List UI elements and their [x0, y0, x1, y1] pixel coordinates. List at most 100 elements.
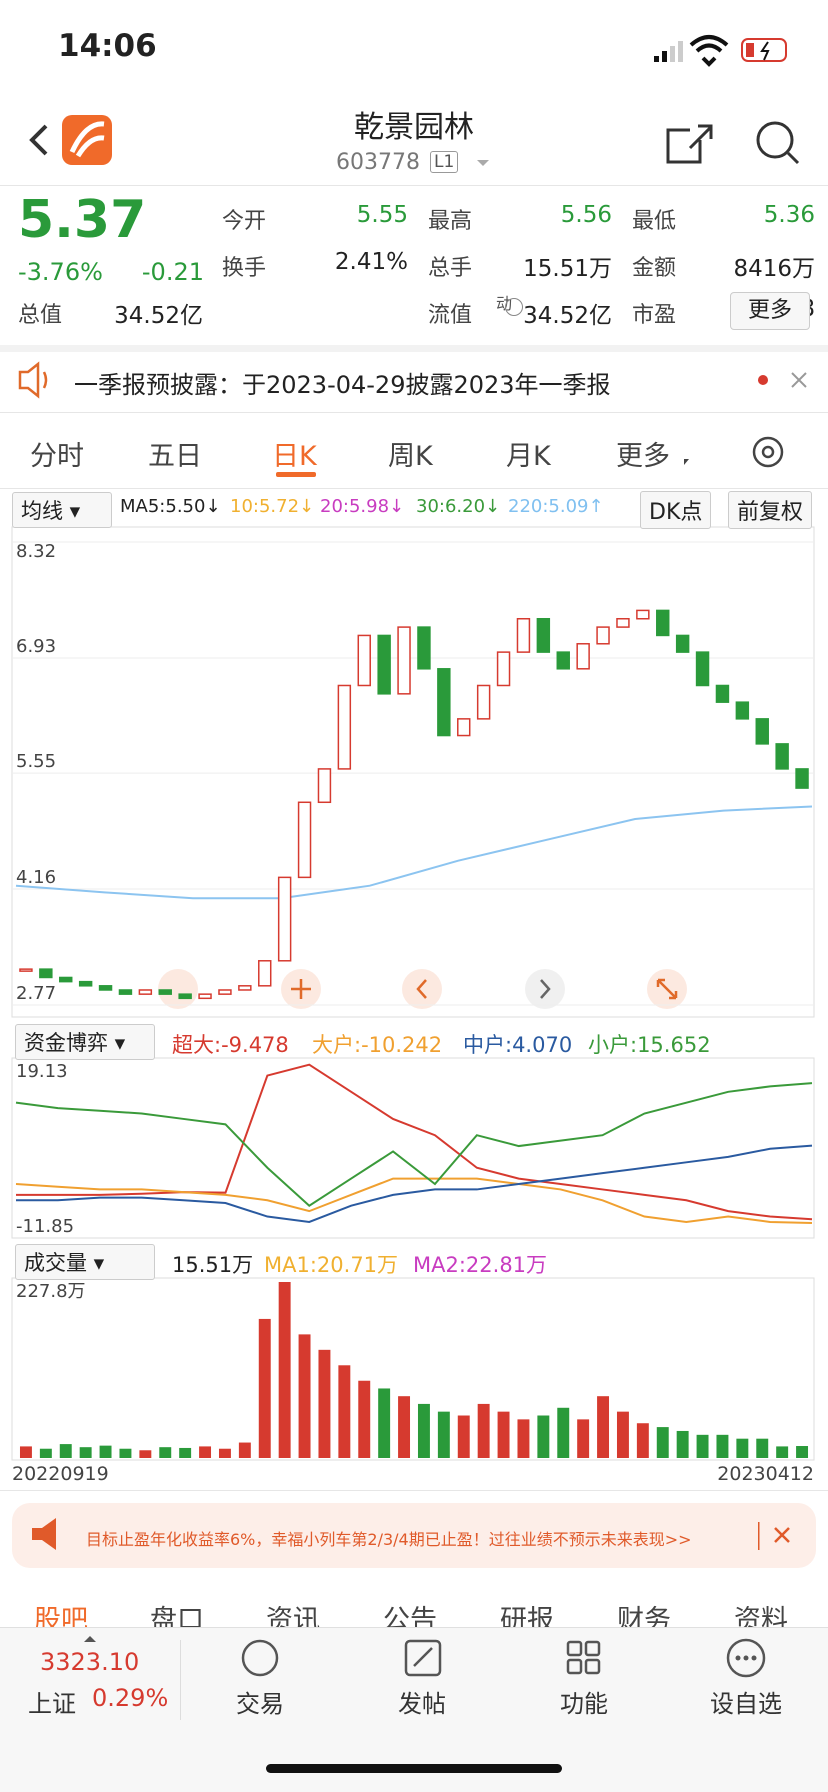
candle — [735, 701, 750, 720]
candle — [397, 626, 411, 695]
volume-bar — [437, 1411, 450, 1458]
ma-label: 30:6.20↓ — [416, 496, 501, 517]
bottom-tab[interactable]: 研报 — [500, 1605, 554, 1627]
close-banner[interactable] — [774, 1527, 790, 1543]
volume-bar — [656, 1427, 669, 1458]
volume-bar — [218, 1448, 231, 1458]
tab[interactable]: 月K — [506, 441, 551, 472]
volume-bar — [398, 1396, 411, 1458]
y-tick-label: 5.55 — [16, 751, 56, 772]
more-button[interactable]: 更多 — [730, 292, 810, 330]
candle — [357, 634, 371, 687]
settings-button[interactable] — [752, 436, 784, 468]
tab[interactable]: 日K — [272, 441, 317, 472]
level-badge[interactable]: L1 — [430, 151, 459, 173]
ma-label: 10:5.72↓ — [230, 496, 315, 517]
tab[interactable]: 更多 — [616, 441, 670, 472]
close-notice[interactable] — [791, 372, 807, 388]
y-tick-label: 19.13 — [16, 1061, 68, 1082]
fund-selector[interactable]: 资金博弈 ▾ — [15, 1024, 155, 1060]
megaphone-icon — [32, 1518, 56, 1550]
y-tick-label: 4.16 — [16, 867, 56, 888]
volume-bar — [99, 1445, 112, 1458]
bottom-tab[interactable]: 资讯 — [266, 1605, 320, 1627]
candle — [715, 684, 730, 703]
share-button[interactable] — [666, 124, 713, 164]
volume-bar — [696, 1434, 709, 1458]
footer-item[interactable]: 发帖 — [398, 1690, 446, 1718]
volume-ma2: MA2:22.81万 — [413, 1253, 548, 1277]
speaker-icon — [18, 361, 48, 399]
tab[interactable]: 分时 — [30, 441, 84, 472]
dropdown-arrow[interactable] — [477, 160, 489, 166]
candle — [636, 609, 650, 620]
volume-frame — [11, 1277, 815, 1461]
candle — [178, 993, 192, 1000]
candle — [138, 989, 153, 995]
candle — [556, 651, 570, 670]
field-value: 5.55 — [356, 202, 408, 228]
candle — [437, 668, 451, 737]
volume-bar — [616, 1411, 629, 1458]
volume-bar — [119, 1448, 132, 1458]
pe-info[interactable] — [505, 298, 523, 316]
unread-dot — [758, 375, 768, 385]
candle — [476, 684, 491, 720]
legend-item: 超大:-9.478 — [172, 1033, 289, 1057]
candle — [337, 684, 352, 770]
bottom-tab[interactable]: 财务 — [617, 1605, 671, 1627]
volume-bar — [159, 1447, 172, 1458]
banner-bg[interactable] — [12, 1503, 816, 1568]
selector-text: 成交量 — [24, 1251, 87, 1275]
dk-button[interactable]: DK点 — [640, 491, 712, 529]
end-date: 20230412 — [717, 1463, 814, 1485]
field-label: 最高 — [428, 209, 473, 234]
volume-bar — [59, 1444, 72, 1458]
field-label: 总值 — [18, 303, 63, 328]
bottom-tab[interactable]: 股吧 — [34, 1605, 88, 1627]
volume-bar — [477, 1403, 490, 1458]
tab[interactable]: 五日 — [148, 441, 202, 472]
volume-selector[interactable]: 成交量 ▾ — [15, 1244, 155, 1280]
footer-item[interactable]: 功能 — [560, 1690, 608, 1718]
bottom-tab[interactable]: 公告 — [383, 1605, 437, 1627]
field-label: 流值 — [428, 303, 473, 328]
fund-line — [16, 1144, 813, 1223]
back-button[interactable] — [29, 124, 48, 156]
candle — [616, 617, 630, 628]
adjust-button[interactable]: 前复权 — [728, 491, 813, 529]
volume-bar — [457, 1415, 470, 1458]
candle — [576, 643, 590, 670]
legend-item: 中户:4.070 — [463, 1033, 573, 1057]
footer-item[interactable]: 设自选 — [710, 1690, 782, 1718]
candle — [516, 617, 531, 653]
candle — [656, 609, 670, 637]
search-button[interactable] — [756, 121, 800, 165]
candle — [496, 651, 511, 687]
volume-bar — [298, 1334, 311, 1458]
volume-bar — [537, 1415, 550, 1458]
candle — [218, 989, 232, 995]
chart-controls[interactable] — [158, 969, 687, 1009]
notice[interactable]: 一季报预披露：于2023-04-29披露2023年一季报 — [74, 371, 611, 399]
volume-bar — [676, 1430, 689, 1458]
footer-item[interactable]: 交易 — [236, 1690, 284, 1718]
bottom-tab[interactable]: 盘口 — [150, 1605, 204, 1627]
legend-item: 大户:-10.242 — [312, 1033, 443, 1057]
volume-bar — [577, 1419, 590, 1458]
index-name[interactable]: 上证 — [28, 1690, 76, 1718]
bottom-tab[interactable]: 资料 — [734, 1605, 788, 1627]
index-change[interactable]: 0.29% — [92, 1684, 169, 1712]
y-tick-label: 227.8万 — [16, 1281, 86, 1302]
volume-bar — [79, 1447, 92, 1458]
field-label: 最低 — [632, 209, 677, 234]
candle — [198, 993, 212, 1000]
tab[interactable]: 周K — [388, 441, 433, 472]
banner-text[interactable]: 目标止盈年化收益率6%，幸福小列车第2/3/4期已止盈！过往业绩不预示未来表现>… — [86, 1530, 692, 1549]
ma-selector[interactable]: 均线 ▾ — [12, 492, 112, 528]
candle — [258, 960, 272, 987]
index-value[interactable]: 3323.10 — [40, 1648, 140, 1676]
candle — [19, 968, 33, 972]
volume-bar — [19, 1446, 32, 1458]
